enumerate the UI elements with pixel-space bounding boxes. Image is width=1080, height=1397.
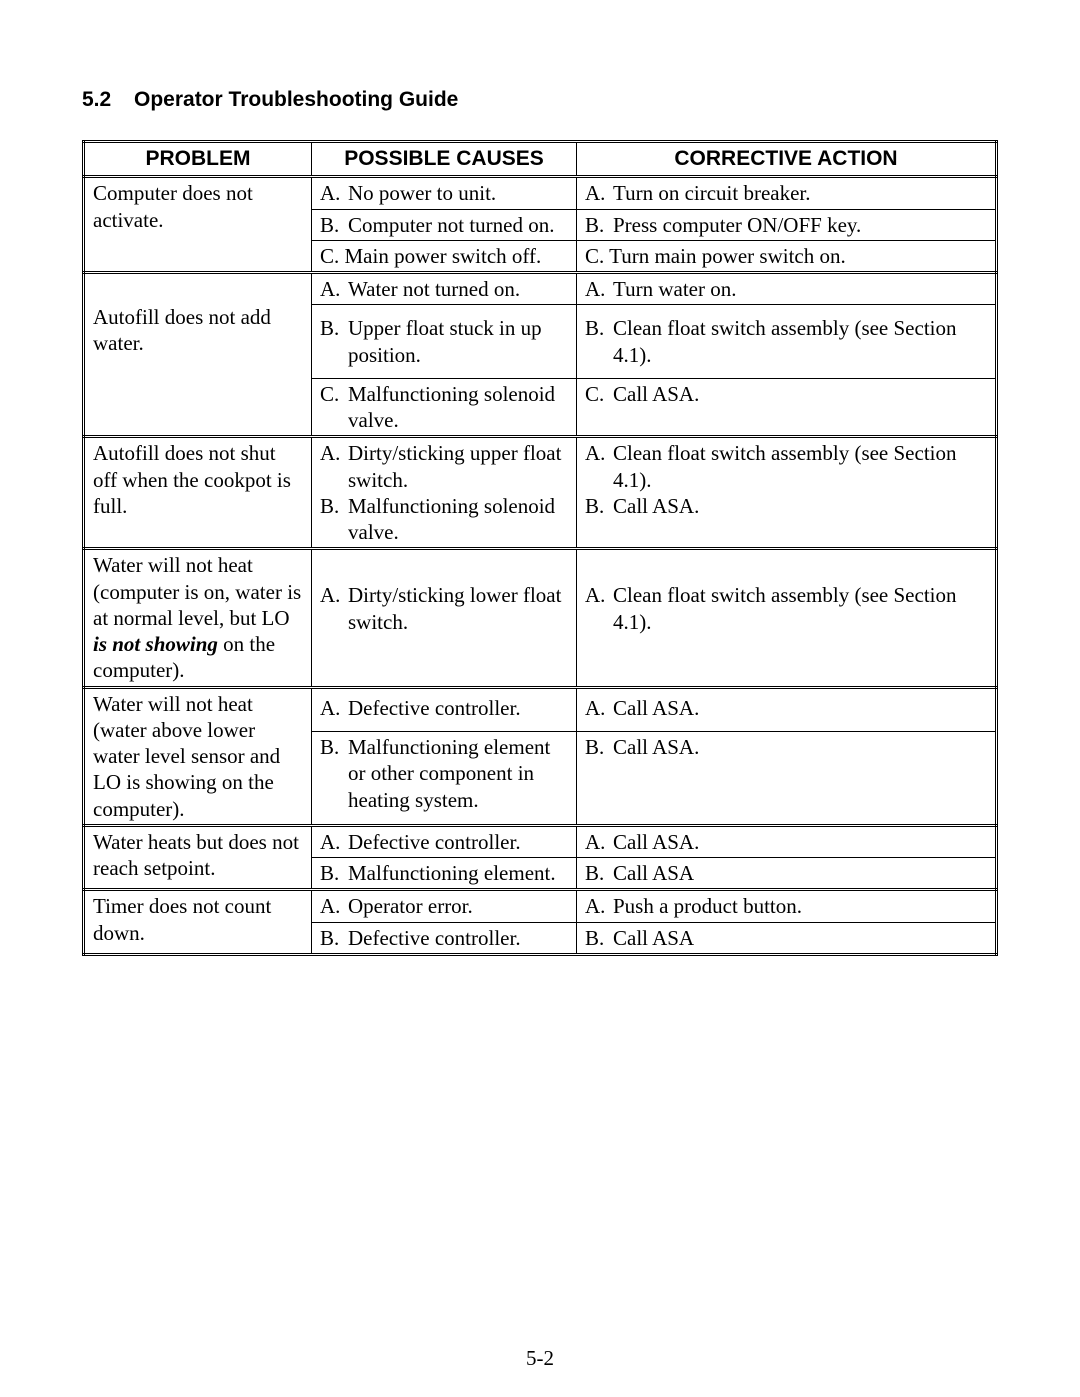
cell-cause: A.Defective controller. bbox=[312, 825, 577, 857]
cell-action: A.Clean float switch assembly (see Secti… bbox=[577, 437, 997, 549]
cell-cause: A.Dirty/sticking upper float switch. B.M… bbox=[312, 437, 577, 549]
cell-cause: B.Upper float stuck in up position. bbox=[312, 305, 577, 379]
cell-problem: Computer does not activate. bbox=[84, 177, 312, 273]
list-item: A.Defective controller. bbox=[320, 829, 568, 855]
cell-action: A.Clean float switch assembly (see Secti… bbox=[577, 549, 997, 687]
problem-text: Autofill does not shut off when the cook… bbox=[93, 441, 291, 518]
problem-text: Water will not heat (water above lower w… bbox=[93, 692, 280, 821]
list-item: A.Water not turned on. bbox=[320, 276, 568, 302]
list-item: B.Call ASA bbox=[585, 860, 987, 886]
cell-action: A.Call ASA. bbox=[577, 687, 997, 732]
problem-text: Timer does not count down. bbox=[93, 894, 271, 944]
table-row: Autofill does not shut off when the cook… bbox=[84, 437, 997, 549]
list-item: B.Upper float stuck in up position. bbox=[320, 315, 568, 368]
cell-cause: C. Main power switch off. bbox=[312, 240, 577, 272]
col-header-action: CORRECTIVE ACTION bbox=[577, 142, 997, 177]
cell-action: C.Call ASA. bbox=[577, 378, 997, 437]
list-item: A.Clean float switch assembly (see Secti… bbox=[585, 440, 987, 493]
list-item: B.Call ASA. bbox=[585, 493, 987, 519]
cell-action: A.Turn water on. bbox=[577, 273, 997, 305]
cell-problem: Water heats but does not reach setpoint. bbox=[84, 825, 312, 890]
table-row: Water will not heat (computer is on, wat… bbox=[84, 549, 997, 687]
problem-text-part: Water will not heat (computer is on, wat… bbox=[93, 553, 301, 630]
table-row: Autofill does not add water. A.Water not… bbox=[84, 273, 997, 305]
problem-text: Computer does not activate. bbox=[93, 181, 253, 231]
cell-action: B.Call ASA. bbox=[577, 732, 997, 826]
cell-action: A.Turn on circuit breaker. bbox=[577, 177, 997, 209]
list-item: B.Call ASA. bbox=[585, 734, 987, 760]
cell-cause: B.Malfunctioning element or other compon… bbox=[312, 732, 577, 826]
cell-cause: A.No power to unit. bbox=[312, 177, 577, 209]
cell-cause: A.Water not turned on. bbox=[312, 273, 577, 305]
list-item: B.Call ASA bbox=[585, 925, 987, 951]
cell-problem: Timer does not count down. bbox=[84, 890, 312, 955]
cell-action: B.Clean float switch assembly (see Secti… bbox=[577, 305, 997, 379]
list-item: A.Call ASA. bbox=[585, 829, 987, 855]
list-item: B.Clean float switch assembly (see Secti… bbox=[585, 315, 987, 368]
section-heading: 5.2Operator Troubleshooting Guide bbox=[82, 88, 998, 112]
list-item: C.Call ASA. bbox=[585, 381, 987, 407]
table-row: Water heats but does not reach setpoint.… bbox=[84, 825, 997, 857]
problem-text: Water heats but does not reach setpoint. bbox=[93, 830, 299, 880]
cell-cause: A.Defective controller. bbox=[312, 687, 577, 732]
list-item: A.Call ASA. bbox=[585, 695, 987, 721]
cell-action: B.Press computer ON/OFF key. bbox=[577, 209, 997, 240]
cell-cause: B.Defective controller. bbox=[312, 922, 577, 954]
list-item: B.Defective controller. bbox=[320, 925, 568, 951]
list-item: A.Defective controller. bbox=[320, 695, 568, 721]
col-header-cause: POSSIBLE CAUSES bbox=[312, 142, 577, 177]
list-item: A.Dirty/sticking lower float switch. bbox=[320, 582, 568, 635]
cell-problem: Autofill does not add water. bbox=[84, 273, 312, 437]
cell-cause: B.Computer not turned on. bbox=[312, 209, 577, 240]
table-header-row: PROBLEM POSSIBLE CAUSES CORRECTIVE ACTIO… bbox=[84, 142, 997, 177]
list-item: B.Malfunctioning element or other compon… bbox=[320, 734, 568, 813]
problem-text-emph: is not showing bbox=[93, 632, 218, 656]
table-row: Computer does not activate. A.No power t… bbox=[84, 177, 997, 209]
cell-problem: Autofill does not shut off when the cook… bbox=[84, 437, 312, 549]
section-number: 5.2 bbox=[82, 88, 134, 112]
list-item: A.Turn water on. bbox=[585, 276, 987, 302]
document-page: 5.2Operator Troubleshooting Guide PROBLE… bbox=[0, 0, 1080, 1397]
list-item: A.No power to unit. bbox=[320, 180, 568, 206]
cell-cause: B.Malfunctioning element. bbox=[312, 858, 577, 890]
list-item: A.Push a product button. bbox=[585, 893, 987, 919]
cell-cause: C.Malfunctioning solenoid valve. bbox=[312, 378, 577, 437]
troubleshooting-table: PROBLEM POSSIBLE CAUSES CORRECTIVE ACTIO… bbox=[82, 140, 998, 956]
list-item: B.Press computer ON/OFF key. bbox=[585, 212, 987, 238]
list-item: C.Malfunctioning solenoid valve. bbox=[320, 381, 568, 434]
section-title: Operator Troubleshooting Guide bbox=[134, 88, 458, 111]
cell-action: C. Turn main power switch on. bbox=[577, 240, 997, 272]
list-item: B.Malfunctioning element. bbox=[320, 860, 568, 886]
list-item: A.Dirty/sticking upper float switch. bbox=[320, 440, 568, 493]
cell-problem: Water will not heat (computer is on, wat… bbox=[84, 549, 312, 687]
cell-action: A.Push a product button. bbox=[577, 890, 997, 922]
cell-action: B.Call ASA bbox=[577, 922, 997, 954]
cell-cause: A.Dirty/sticking lower float switch. bbox=[312, 549, 577, 687]
cell-problem: Water will not heat (water above lower w… bbox=[84, 687, 312, 825]
table-row: Timer does not count down. A.Operator er… bbox=[84, 890, 997, 922]
col-header-problem: PROBLEM bbox=[84, 142, 312, 177]
list-item: B.Computer not turned on. bbox=[320, 212, 568, 238]
cell-action: A.Call ASA. bbox=[577, 825, 997, 857]
list-item: B.Malfunctioning solenoid valve. bbox=[320, 493, 568, 546]
list-item: A.Clean float switch assembly (see Secti… bbox=[585, 582, 987, 635]
cell-cause: A.Operator error. bbox=[312, 890, 577, 922]
table-row: Water will not heat (water above lower w… bbox=[84, 687, 997, 732]
list-item: A.Turn on circuit breaker. bbox=[585, 180, 987, 206]
list-item: A.Operator error. bbox=[320, 893, 568, 919]
cell-action: B.Call ASA bbox=[577, 858, 997, 890]
problem-text: Autofill does not add water. bbox=[93, 305, 271, 355]
page-number: 5-2 bbox=[0, 1346, 1080, 1371]
